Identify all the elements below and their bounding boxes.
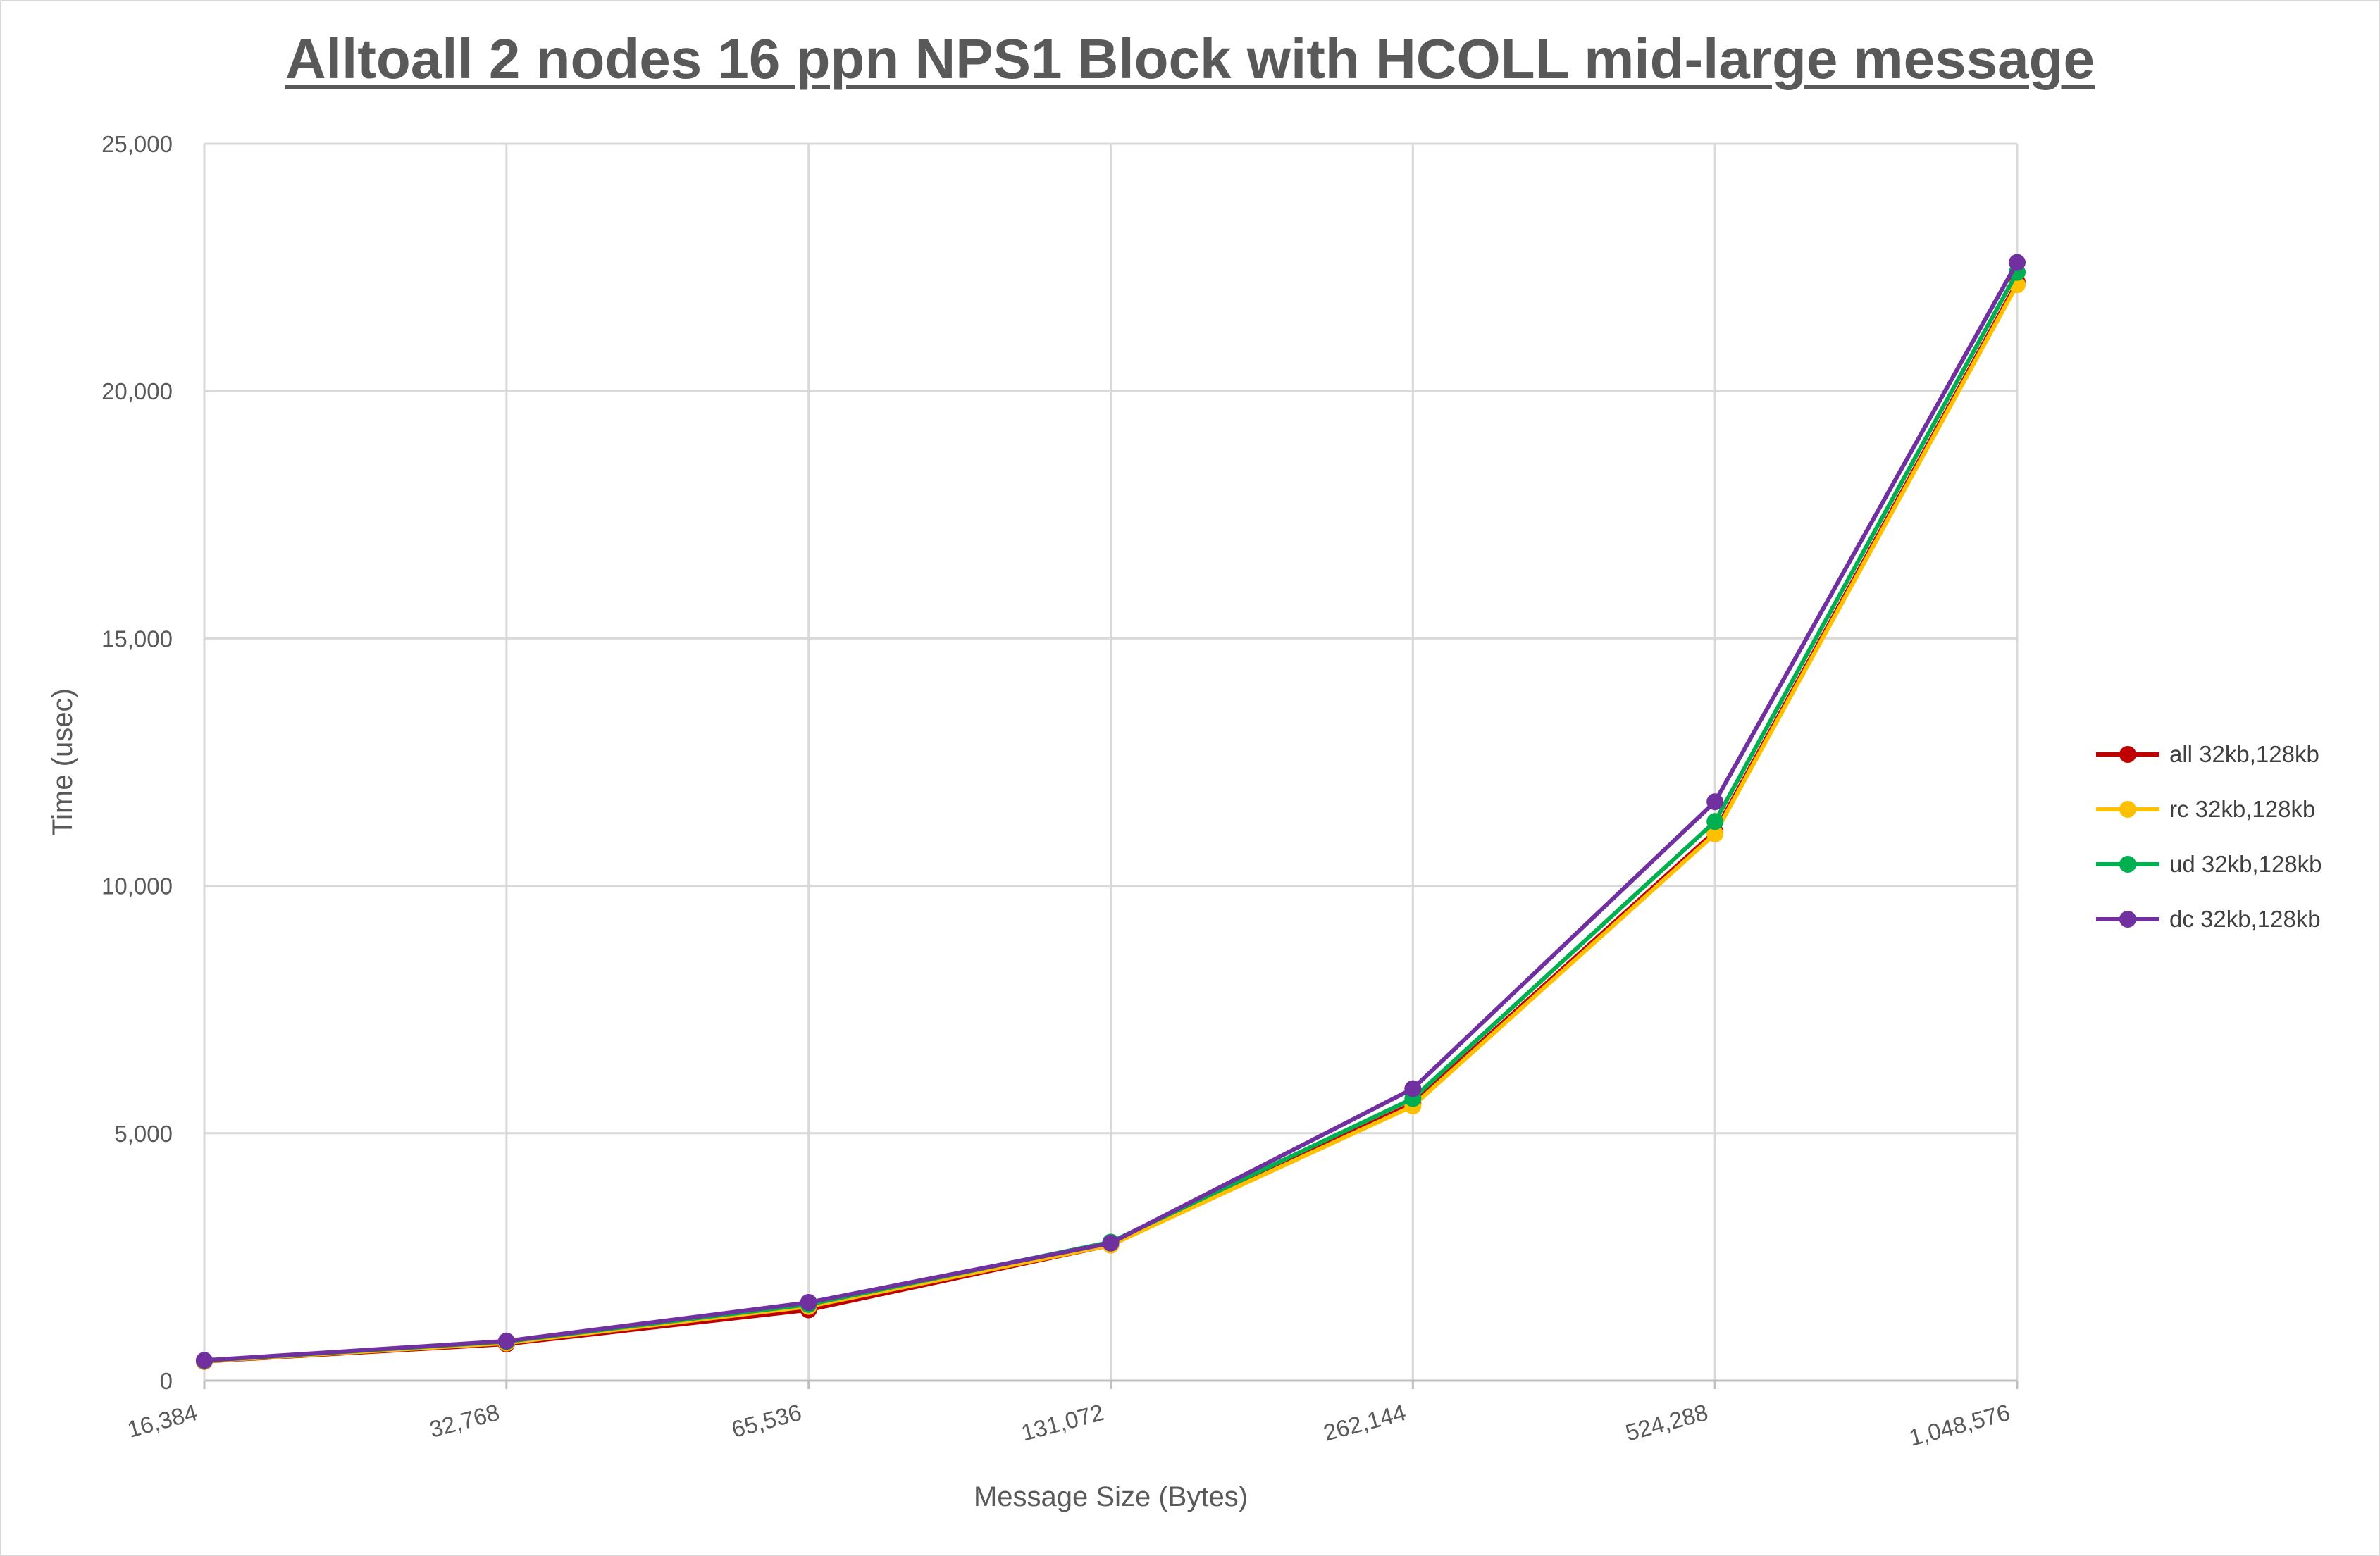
data-point — [1706, 793, 1724, 811]
legend-label: rc 32kb,128kb — [2169, 796, 2316, 822]
data-point — [497, 1332, 515, 1350]
x-tick-label: 524,288 — [1623, 1399, 1711, 1446]
y-tick-label: 25,000 — [101, 131, 173, 157]
legend-item: all 32kb,128kb — [2096, 727, 2322, 782]
legend-item: dc 32kb,128kb — [2096, 892, 2322, 947]
axes — [203, 144, 2019, 1389]
data-point — [1706, 825, 1724, 842]
legend-swatch — [2096, 854, 2159, 875]
data-point — [1706, 813, 1724, 830]
data-point — [2009, 254, 2026, 271]
legend-marker — [2119, 746, 2136, 763]
legend-label: dc 32kb,128kb — [2169, 906, 2321, 932]
data-point — [800, 1294, 817, 1312]
y-tick-label: 10,000 — [101, 873, 173, 900]
data-point — [196, 1352, 213, 1369]
series-group — [196, 254, 2026, 1370]
data-point — [1404, 1080, 1422, 1097]
legend-marker — [2119, 911, 2136, 928]
x-tick-label: 32,768 — [427, 1399, 502, 1443]
legend-label: all 32kb,128kb — [2169, 741, 2319, 767]
legend-swatch — [2096, 744, 2159, 765]
legend-item: rc 32kb,128kb — [2096, 782, 2322, 837]
legend-swatch — [2096, 799, 2159, 820]
legend: all 32kb,128kb rc 32kb,128kb ud 32kb,128kb… — [2096, 727, 2322, 947]
x-axis-title: Message Size (Bytes) — [974, 1481, 1248, 1512]
y-axis-title: Time (usec) — [47, 688, 78, 836]
y-tick-label: 0 — [160, 1368, 173, 1394]
data-point — [1102, 1234, 1120, 1252]
x-tick-label: 16,384 — [125, 1399, 200, 1443]
legend-marker — [2119, 801, 2136, 818]
y-tick-label: 5,000 — [114, 1121, 173, 1147]
x-tick-label: 131,072 — [1019, 1399, 1107, 1446]
legend-label: ud 32kb,128kb — [2169, 851, 2322, 877]
series-3 — [196, 254, 2026, 1369]
legend-swatch — [2096, 909, 2159, 930]
legend-marker — [2119, 856, 2136, 873]
x-tick-label: 262,144 — [1320, 1399, 1408, 1446]
x-tick-label: 65,536 — [729, 1399, 804, 1443]
y-tick-label: 20,000 — [101, 378, 173, 404]
gridlines — [204, 142, 2019, 1381]
legend-item: ud 32kb,128kb — [2096, 837, 2322, 892]
y-tick-label: 15,000 — [101, 625, 173, 652]
x-tick-label: 1,048,576 — [1906, 1399, 2012, 1451]
chart-title: Alltoall 2 nodes 16 ppn NPS1 Block with … — [285, 27, 2095, 90]
